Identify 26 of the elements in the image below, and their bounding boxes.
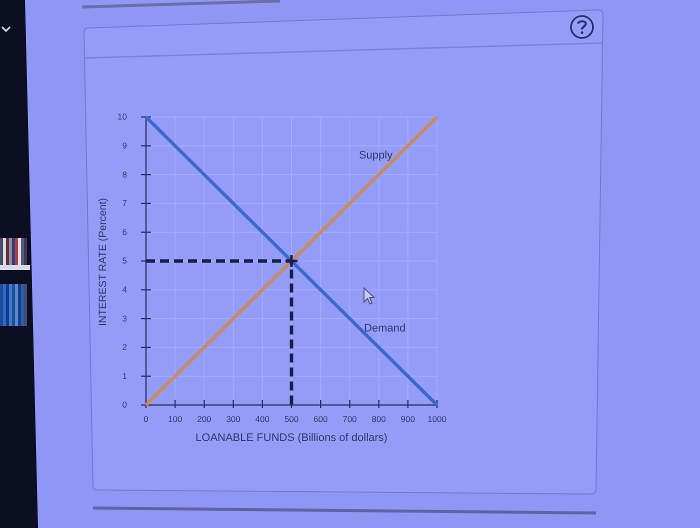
y-tick-label: 2 [122, 342, 128, 352]
x-tick-label: 400 [255, 414, 270, 424]
x-tick-label: 0 [144, 414, 149, 424]
y-tick-label: 6 [122, 226, 128, 237]
y-tick-label: 7 [122, 198, 128, 208]
y-tick-label: 10 [118, 112, 128, 122]
series-label: Supply [358, 150, 394, 162]
x-tick-label: 900 [400, 414, 416, 424]
y-tick-label: 9 [122, 140, 128, 151]
x-tick-label: 1000 [428, 414, 447, 424]
x-tick-label: 100 [168, 414, 182, 424]
y-tick-label: 4 [122, 284, 128, 295]
x-tick-label: 500 [284, 414, 299, 424]
series-label: Demand [364, 322, 406, 334]
y-tick-label: 3 [122, 313, 128, 324]
x-tick-label: 300 [226, 414, 241, 424]
x-tick-label: 700 [342, 414, 358, 424]
x-axis-title: LOANABLE FUNDS (Billions of dollars) [196, 432, 388, 444]
x-tick-label: 600 [314, 414, 328, 424]
y-tick-label: 1 [122, 370, 128, 381]
y-tick-label: 0 [122, 400, 128, 410]
y-tick-label: 8 [122, 169, 128, 180]
y-axis-title: INTEREST RATE (Percent) [97, 198, 109, 326]
y-tick-label: 5 [122, 256, 128, 266]
x-tick-label: 200 [197, 414, 212, 424]
x-tick-label: 800 [372, 414, 386, 424]
